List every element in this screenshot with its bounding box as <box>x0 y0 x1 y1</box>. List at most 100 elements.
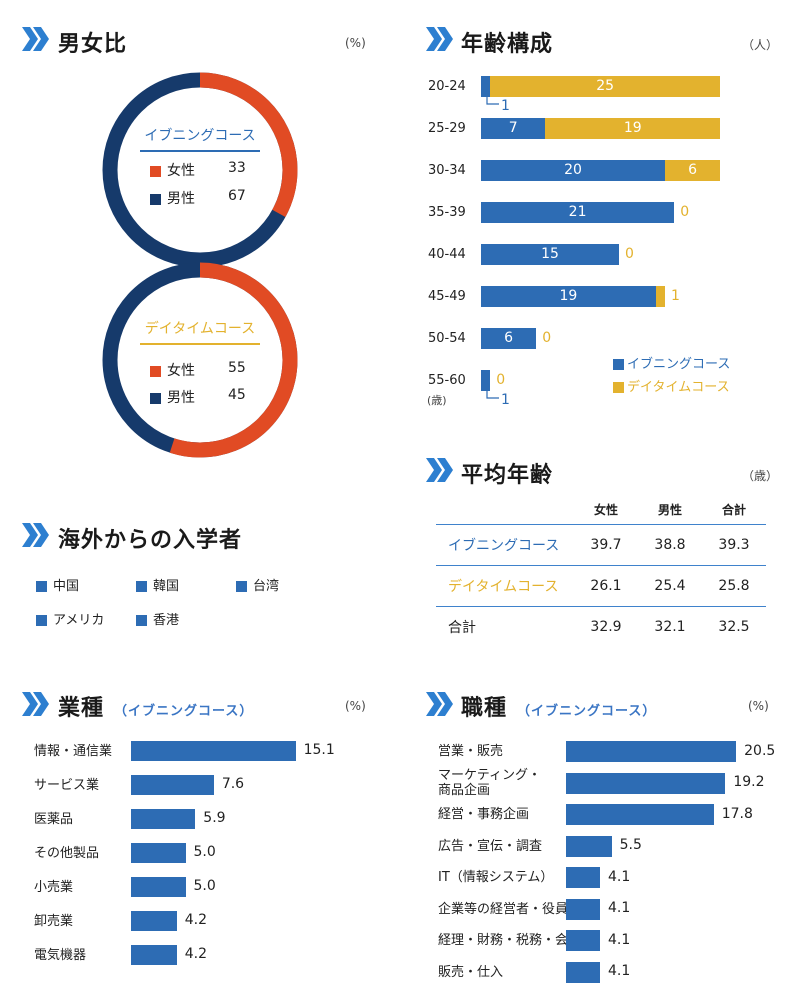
evening-donut-title: イブニングコース <box>140 125 260 152</box>
table-header-blank <box>436 494 574 525</box>
job-title: 職種 （イブニングコース） <box>461 696 657 721</box>
bar-category-label: 広告・宣伝・調査 <box>438 838 543 854</box>
bar-value-label: 5.5 <box>619 837 642 853</box>
age-value-label-evening: 15 <box>541 246 559 262</box>
bar-category-label: 営業・販売 <box>438 744 504 759</box>
bar-value-label: 15.1 <box>303 742 335 758</box>
chevron-icon <box>22 27 49 51</box>
male-swatch-icon <box>150 193 161 205</box>
bar <box>566 867 601 888</box>
bar <box>566 772 726 794</box>
country-swatch-icon <box>36 615 47 626</box>
age-category-label: 25-29 <box>428 121 466 136</box>
bar-value-label: 19.2 <box>733 774 765 790</box>
daytime-female-legend: 女性 55 <box>150 360 246 380</box>
chevron-icon <box>426 27 453 51</box>
bar-value-label: 5.0 <box>193 844 216 860</box>
bar-value-label: 4.2 <box>184 912 208 928</box>
table-cell: 32.5 <box>718 619 750 635</box>
age-bar-daytime <box>655 286 665 307</box>
bar <box>131 843 186 863</box>
intl-title: 海外からの入学者 <box>58 528 243 553</box>
bar-value-label: 4.1 <box>608 931 631 948</box>
industry-title: 業種 （イブニングコース） <box>58 696 254 721</box>
daytime-donut-title: デイタイムコース <box>140 318 260 345</box>
bar-value-label: 4.1 <box>608 868 631 885</box>
age-value-label-daytime: 1 <box>671 288 680 304</box>
bar-value-label: 5.0 <box>193 878 216 894</box>
avg-title: 平均年齢 <box>461 463 554 488</box>
age-bar-daytime <box>665 160 721 181</box>
table-cell: 39.7 <box>574 524 638 566</box>
evening-female-legend: 女性 33 <box>150 160 246 180</box>
table-row: イブニングコース 39.7 38.8 39.3 <box>436 524 766 566</box>
gender-title: 男女比 <box>58 32 128 57</box>
evening-female-slice <box>102 72 298 268</box>
age-value-label-daytime: 25 <box>596 78 615 94</box>
chevron-icon <box>22 692 49 716</box>
bar <box>566 741 737 762</box>
country-swatch-icon <box>236 581 247 592</box>
industry-unit: (%) <box>345 699 366 713</box>
daytime-swatch-icon <box>613 382 624 393</box>
age-value-label-evening: 1 <box>501 98 510 114</box>
chevron-icon <box>22 523 49 547</box>
bar <box>131 877 186 897</box>
age-unit: （人） <box>742 38 779 52</box>
table-header-total: 合計 <box>702 494 766 525</box>
table-header-male: 男性 <box>638 494 702 525</box>
bar-category-label: 経営・事務企画 <box>438 807 530 822</box>
age-bar-evening <box>481 202 675 223</box>
bar-value-label: 5.9 <box>203 810 226 826</box>
country-legend-item: 中国 <box>36 575 79 594</box>
age-category-label: 30-34 <box>428 163 466 178</box>
bar-category-label: 販売・仕入 <box>438 964 504 980</box>
bar-category-label: マーケティング・ 商品企画 <box>438 768 541 798</box>
age-bar-evening <box>481 328 537 349</box>
bar-category-label: サービス業 <box>34 777 100 793</box>
table-cell: 26.1 <box>574 565 638 607</box>
bar <box>566 930 601 951</box>
avg-unit: （歳） <box>742 469 779 483</box>
age-bar-evening <box>481 370 491 391</box>
evening-swatch-icon <box>613 359 624 370</box>
age-axis-unit: (歳) <box>427 394 447 407</box>
table-cell: 32.9 <box>590 619 622 635</box>
age-bar-evening <box>481 286 656 307</box>
bar-category-label: 卸売業 <box>34 913 74 929</box>
leader-line <box>486 97 499 105</box>
country-swatch-icon <box>136 581 147 592</box>
age-category-label: 20-24 <box>428 79 466 94</box>
evening-male-legend: 男性 67 <box>150 188 246 208</box>
country-swatch-icon <box>36 581 47 592</box>
age-value-label-evening: 20 <box>564 162 582 178</box>
age-category-label: 55-60 <box>428 373 466 388</box>
table-cell: 38.8 <box>638 524 702 566</box>
row-label-daytime: デイタイムコース <box>436 565 574 607</box>
age-value-label-daytime: 0 <box>542 330 552 346</box>
country-swatch-icon <box>136 615 147 626</box>
age-legend-daytime: デイタイムコース <box>613 376 730 395</box>
job-subtitle: （イブニングコース） <box>517 704 657 719</box>
age-bar-evening <box>481 160 665 181</box>
age-value-label-evening: 19 <box>559 288 578 304</box>
bar-category-label: 医薬品 <box>34 811 74 827</box>
age-category-label: 35-39 <box>428 205 466 220</box>
age-value-label-daytime: 0 <box>496 372 506 388</box>
bar-category-label: IT（情報システム） <box>438 870 554 885</box>
row-label-total: 合計 <box>448 620 476 636</box>
bar-value-label: 17.8 <box>721 805 753 822</box>
bar <box>131 741 296 761</box>
bar <box>566 804 714 825</box>
table-cell: 39.3 <box>702 524 766 566</box>
bar <box>566 835 612 857</box>
table-row: 合計 32.9 32.1 32.5 <box>436 607 766 648</box>
country-legend-item: 台湾 <box>236 575 279 594</box>
age-value-label-evening: 6 <box>504 330 514 346</box>
age-value-label-evening: 21 <box>568 204 587 220</box>
evening-donut <box>102 72 298 268</box>
bar-value-label: 20.5 <box>744 742 776 759</box>
table-cell: 25.4 <box>638 565 702 607</box>
job-unit: (%) <box>748 699 769 713</box>
age-category-label: 45-49 <box>428 289 466 304</box>
